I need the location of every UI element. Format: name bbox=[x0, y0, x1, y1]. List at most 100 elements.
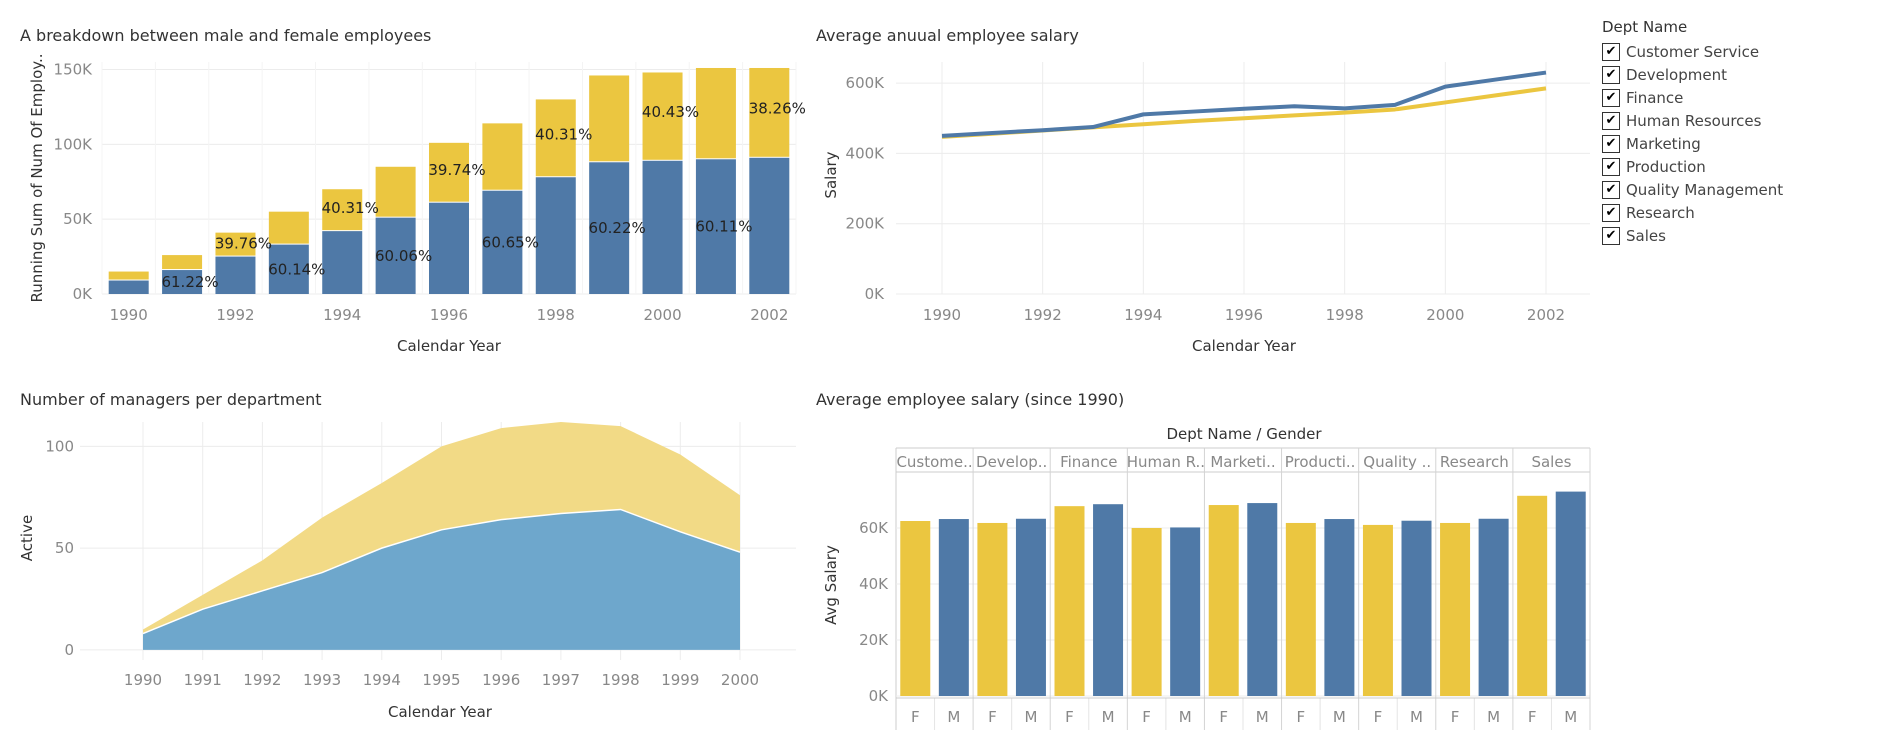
gender-label: F bbox=[911, 708, 920, 726]
checkbox-marketing[interactable]: ✔ bbox=[1602, 134, 1620, 153]
data-label: 39.74% bbox=[428, 161, 485, 179]
checkbox-customer-service[interactable]: ✔ bbox=[1602, 42, 1620, 61]
bar-female bbox=[1285, 522, 1316, 696]
bar-male bbox=[938, 519, 969, 696]
filter-item-sales[interactable]: ✔ Sales bbox=[1602, 224, 1783, 247]
bar-male bbox=[429, 202, 469, 294]
bar-female bbox=[375, 166, 416, 217]
bar-male bbox=[1247, 503, 1278, 696]
dept-filter-title: Dept Name bbox=[1602, 18, 1688, 36]
gender-label: F bbox=[1065, 708, 1074, 726]
gender-label: F bbox=[1451, 708, 1460, 726]
bar-male bbox=[695, 159, 736, 294]
checkbox-human-resources[interactable]: ✔ bbox=[1602, 111, 1620, 130]
x-tick-label: 1999 bbox=[661, 671, 699, 689]
dept-filter-list: ✔ Customer Service ✔ Development ✔ Finance … bbox=[1602, 40, 1783, 247]
bar-male bbox=[108, 280, 149, 294]
x-tick-label: 1998 bbox=[602, 671, 640, 689]
x-tick-label: 1996 bbox=[430, 306, 468, 324]
x-tick-label: 1998 bbox=[1326, 306, 1364, 324]
filter-item-label: Finance bbox=[1626, 88, 1684, 107]
bar-male bbox=[642, 160, 683, 294]
chart4-title: Average employee salary (since 1990) bbox=[816, 390, 1125, 409]
y-tick-label: 0K bbox=[73, 285, 94, 303]
y-tick-label: 20K bbox=[859, 631, 889, 649]
bar-male bbox=[535, 177, 576, 294]
gender-label: M bbox=[1102, 708, 1115, 726]
area-bottom bbox=[143, 509, 740, 650]
bar-female bbox=[642, 72, 683, 160]
bar-female bbox=[108, 271, 149, 280]
data-label: 60.65% bbox=[482, 233, 539, 251]
bar-female bbox=[482, 123, 523, 190]
filter-item-label: Quality Management bbox=[1626, 180, 1784, 199]
bar-male bbox=[1170, 527, 1201, 696]
checkbox-sales[interactable]: ✔ bbox=[1602, 226, 1620, 245]
y-tick-label: 400K bbox=[846, 144, 886, 162]
y-tick-label: 100 bbox=[45, 437, 74, 455]
filter-item-label: Production bbox=[1626, 157, 1706, 176]
gender-label: F bbox=[1142, 708, 1151, 726]
filter-item-production[interactable]: ✔ Production bbox=[1602, 155, 1783, 178]
data-label: 60.06% bbox=[375, 247, 432, 265]
checkbox-production[interactable]: ✔ bbox=[1602, 157, 1620, 176]
y-tick-label: 600K bbox=[846, 74, 886, 92]
filter-item-human-resources[interactable]: ✔ Human Resources bbox=[1602, 109, 1783, 132]
x-tick-label: 1996 bbox=[1225, 306, 1263, 324]
area-divider bbox=[142, 508, 741, 635]
bar-male bbox=[375, 217, 416, 294]
filter-item-customer-service[interactable]: ✔ Customer Service bbox=[1602, 40, 1783, 63]
filter-item-marketing[interactable]: ✔ Marketing bbox=[1602, 132, 1783, 155]
bar-male bbox=[749, 157, 790, 294]
checkbox-research[interactable]: ✔ bbox=[1602, 203, 1620, 222]
filter-item-finance[interactable]: ✔ Finance bbox=[1602, 86, 1783, 109]
dashboard-charts: 0K 50K 100K 150K 1990 1992 1994 1996 1998 2000 200… bbox=[18, 53, 1591, 730]
dept-label: Marketi.. bbox=[1210, 453, 1275, 471]
x-tick-label: 2000 bbox=[1426, 306, 1464, 324]
x-axis-title: Calendar Year bbox=[397, 337, 502, 355]
x-tick-label: 2002 bbox=[1527, 306, 1565, 324]
bar-female bbox=[1440, 522, 1471, 696]
x-tick-label: 1992 bbox=[216, 306, 254, 324]
x-tick-label: 1992 bbox=[1024, 306, 1062, 324]
y-axis-title: Avg Salary bbox=[822, 545, 840, 625]
y-axis-title: Running Sum of Num Of Employ.. bbox=[28, 53, 46, 302]
gender-label: F bbox=[1219, 708, 1228, 726]
dept-label: Producti.. bbox=[1285, 453, 1356, 471]
data-label: 40.31% bbox=[322, 199, 379, 217]
bar-male bbox=[162, 270, 203, 294]
data-label: 60.22% bbox=[589, 219, 646, 237]
filter-item-research[interactable]: ✔ Research bbox=[1602, 201, 1783, 224]
chart1-title: A breakdown between male and female empl… bbox=[20, 26, 432, 45]
gender-label: F bbox=[1374, 708, 1383, 726]
bar-male bbox=[268, 244, 309, 294]
y-tick-label: 100K bbox=[54, 135, 94, 153]
gender-label: M bbox=[1564, 708, 1577, 726]
bar-female bbox=[268, 211, 309, 244]
bar-female bbox=[1517, 495, 1548, 696]
dept-label: Sales bbox=[1531, 453, 1571, 471]
y-tick-label: 60K bbox=[859, 519, 889, 537]
filter-item-quality-management[interactable]: ✔ Quality Management bbox=[1602, 178, 1783, 201]
x-tick-label: 1994 bbox=[1124, 306, 1162, 324]
chart2-title: Average anuual employee salary bbox=[816, 26, 1079, 45]
checkbox-finance[interactable]: ✔ bbox=[1602, 88, 1620, 107]
y-tick-label: 0K bbox=[865, 285, 886, 303]
gender-label: M bbox=[1179, 708, 1192, 726]
y-tick-label: 150K bbox=[54, 60, 94, 78]
checkbox-development[interactable]: ✔ bbox=[1602, 65, 1620, 84]
dept-label: Custome.. bbox=[896, 453, 972, 471]
dept-gender-header: Dept Name / Gender bbox=[1166, 425, 1322, 443]
filter-item-label: Development bbox=[1626, 65, 1727, 84]
x-tick-label: 1997 bbox=[542, 671, 580, 689]
x-tick-label: 2000 bbox=[643, 306, 681, 324]
bar-male bbox=[1401, 520, 1432, 696]
bar-female bbox=[749, 67, 790, 157]
y-axis-title: Active bbox=[18, 515, 36, 561]
filter-item-development[interactable]: ✔ Development bbox=[1602, 63, 1783, 86]
filter-item-label: Sales bbox=[1626, 226, 1666, 245]
checkbox-quality-management[interactable]: ✔ bbox=[1602, 180, 1620, 199]
x-axis-title: Calendar Year bbox=[388, 703, 493, 721]
data-label: 39.76% bbox=[215, 234, 272, 252]
dept-label: Develop.. bbox=[976, 453, 1047, 471]
